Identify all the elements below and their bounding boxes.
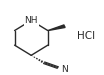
Text: N: N [61, 65, 68, 74]
Polygon shape [48, 25, 65, 31]
Text: HCl: HCl [77, 31, 95, 41]
Text: NH: NH [24, 16, 38, 25]
